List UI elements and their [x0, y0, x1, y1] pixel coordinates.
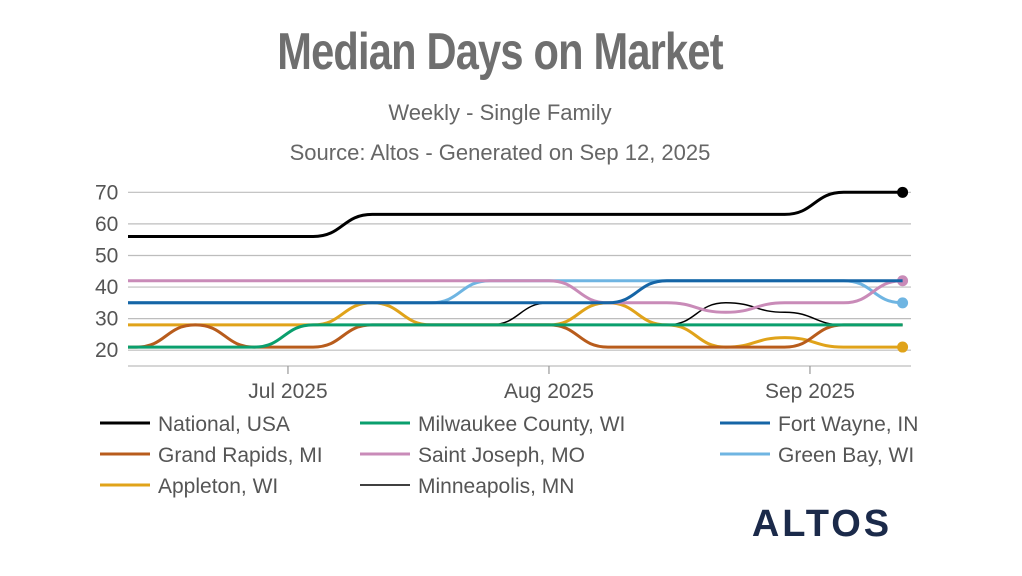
y-tick-label: 60 — [95, 213, 118, 236]
legend-label: National, USA — [158, 413, 290, 436]
y-tick-label: 20 — [95, 339, 118, 362]
legend-label: Minneapolis, MN — [418, 475, 574, 498]
legend-label: Appleton, WI — [158, 475, 278, 498]
series-line-saint-joseph-mo — [128, 279, 903, 314]
legend-item-minneapolis-mn: Minneapolis, MN — [360, 475, 574, 498]
series-line-grand-rapids-mi — [128, 323, 903, 349]
legend: National, USA Milwaukee County, WI Fort Wa… — [100, 413, 918, 498]
grid-layer — [128, 191, 911, 351]
legend-item-fort-wayne-in: Fort Wayne, IN — [720, 413, 918, 436]
x-tick-label: Aug 2025 — [504, 380, 594, 403]
legend-label: Fort Wayne, IN — [778, 413, 918, 436]
legend-item-milwaukee-county-wi: Milwaukee County, WI — [360, 413, 625, 436]
legend-item-saint-joseph-mo: Saint Joseph, MO — [360, 444, 585, 467]
series-layer — [128, 186, 909, 353]
series-line-national-usa — [128, 190, 903, 238]
legend-label: Grand Rapids, MI — [158, 444, 323, 467]
y-tick-label: 30 — [95, 308, 118, 331]
y-tick-label: 40 — [95, 276, 118, 299]
logo-text: ALTOS — [752, 503, 892, 544]
series-line-minneapolis-mn — [128, 302, 903, 326]
chart-title: Median Days on Market — [277, 23, 723, 81]
series-line-milwaukee-county-wi — [128, 323, 903, 349]
y-axis: 20 30 40 50 60 70 — [95, 181, 118, 362]
series-line-green-bay-wi — [128, 279, 903, 305]
legend-item-grand-rapids-mi: Grand Rapids, MI — [100, 444, 323, 467]
legend-item-national-usa: National, USA — [100, 413, 290, 436]
y-tick-label: 50 — [95, 244, 118, 267]
chart-subtitle: Weekly - Single Family — [388, 100, 612, 125]
series-endpoint-national-usa — [897, 186, 909, 198]
x-axis: Jul 2025 Aug 2025 Sep 2025 — [128, 365, 911, 403]
legend-label: Green Bay, WI — [778, 444, 914, 467]
series-endpoint-green-bay-wi — [897, 297, 909, 309]
series-endpoint-appleton-wi — [897, 341, 909, 353]
altos-logo: ALTOS — [752, 503, 892, 544]
legend-label: Saint Joseph, MO — [418, 444, 585, 467]
y-tick-label: 70 — [95, 181, 118, 204]
legend-item-green-bay-wi: Green Bay, WI — [720, 444, 914, 467]
legend-item-appleton-wi: Appleton, WI — [100, 475, 278, 498]
chart-source: Source: Altos - Generated on Sep 12, 202… — [289, 140, 711, 165]
legend-label: Milwaukee County, WI — [418, 413, 625, 436]
x-tick-label: Sep 2025 — [765, 380, 855, 403]
series-line-fort-wayne-in — [128, 279, 903, 305]
x-tick-label: Jul 2025 — [248, 380, 327, 403]
